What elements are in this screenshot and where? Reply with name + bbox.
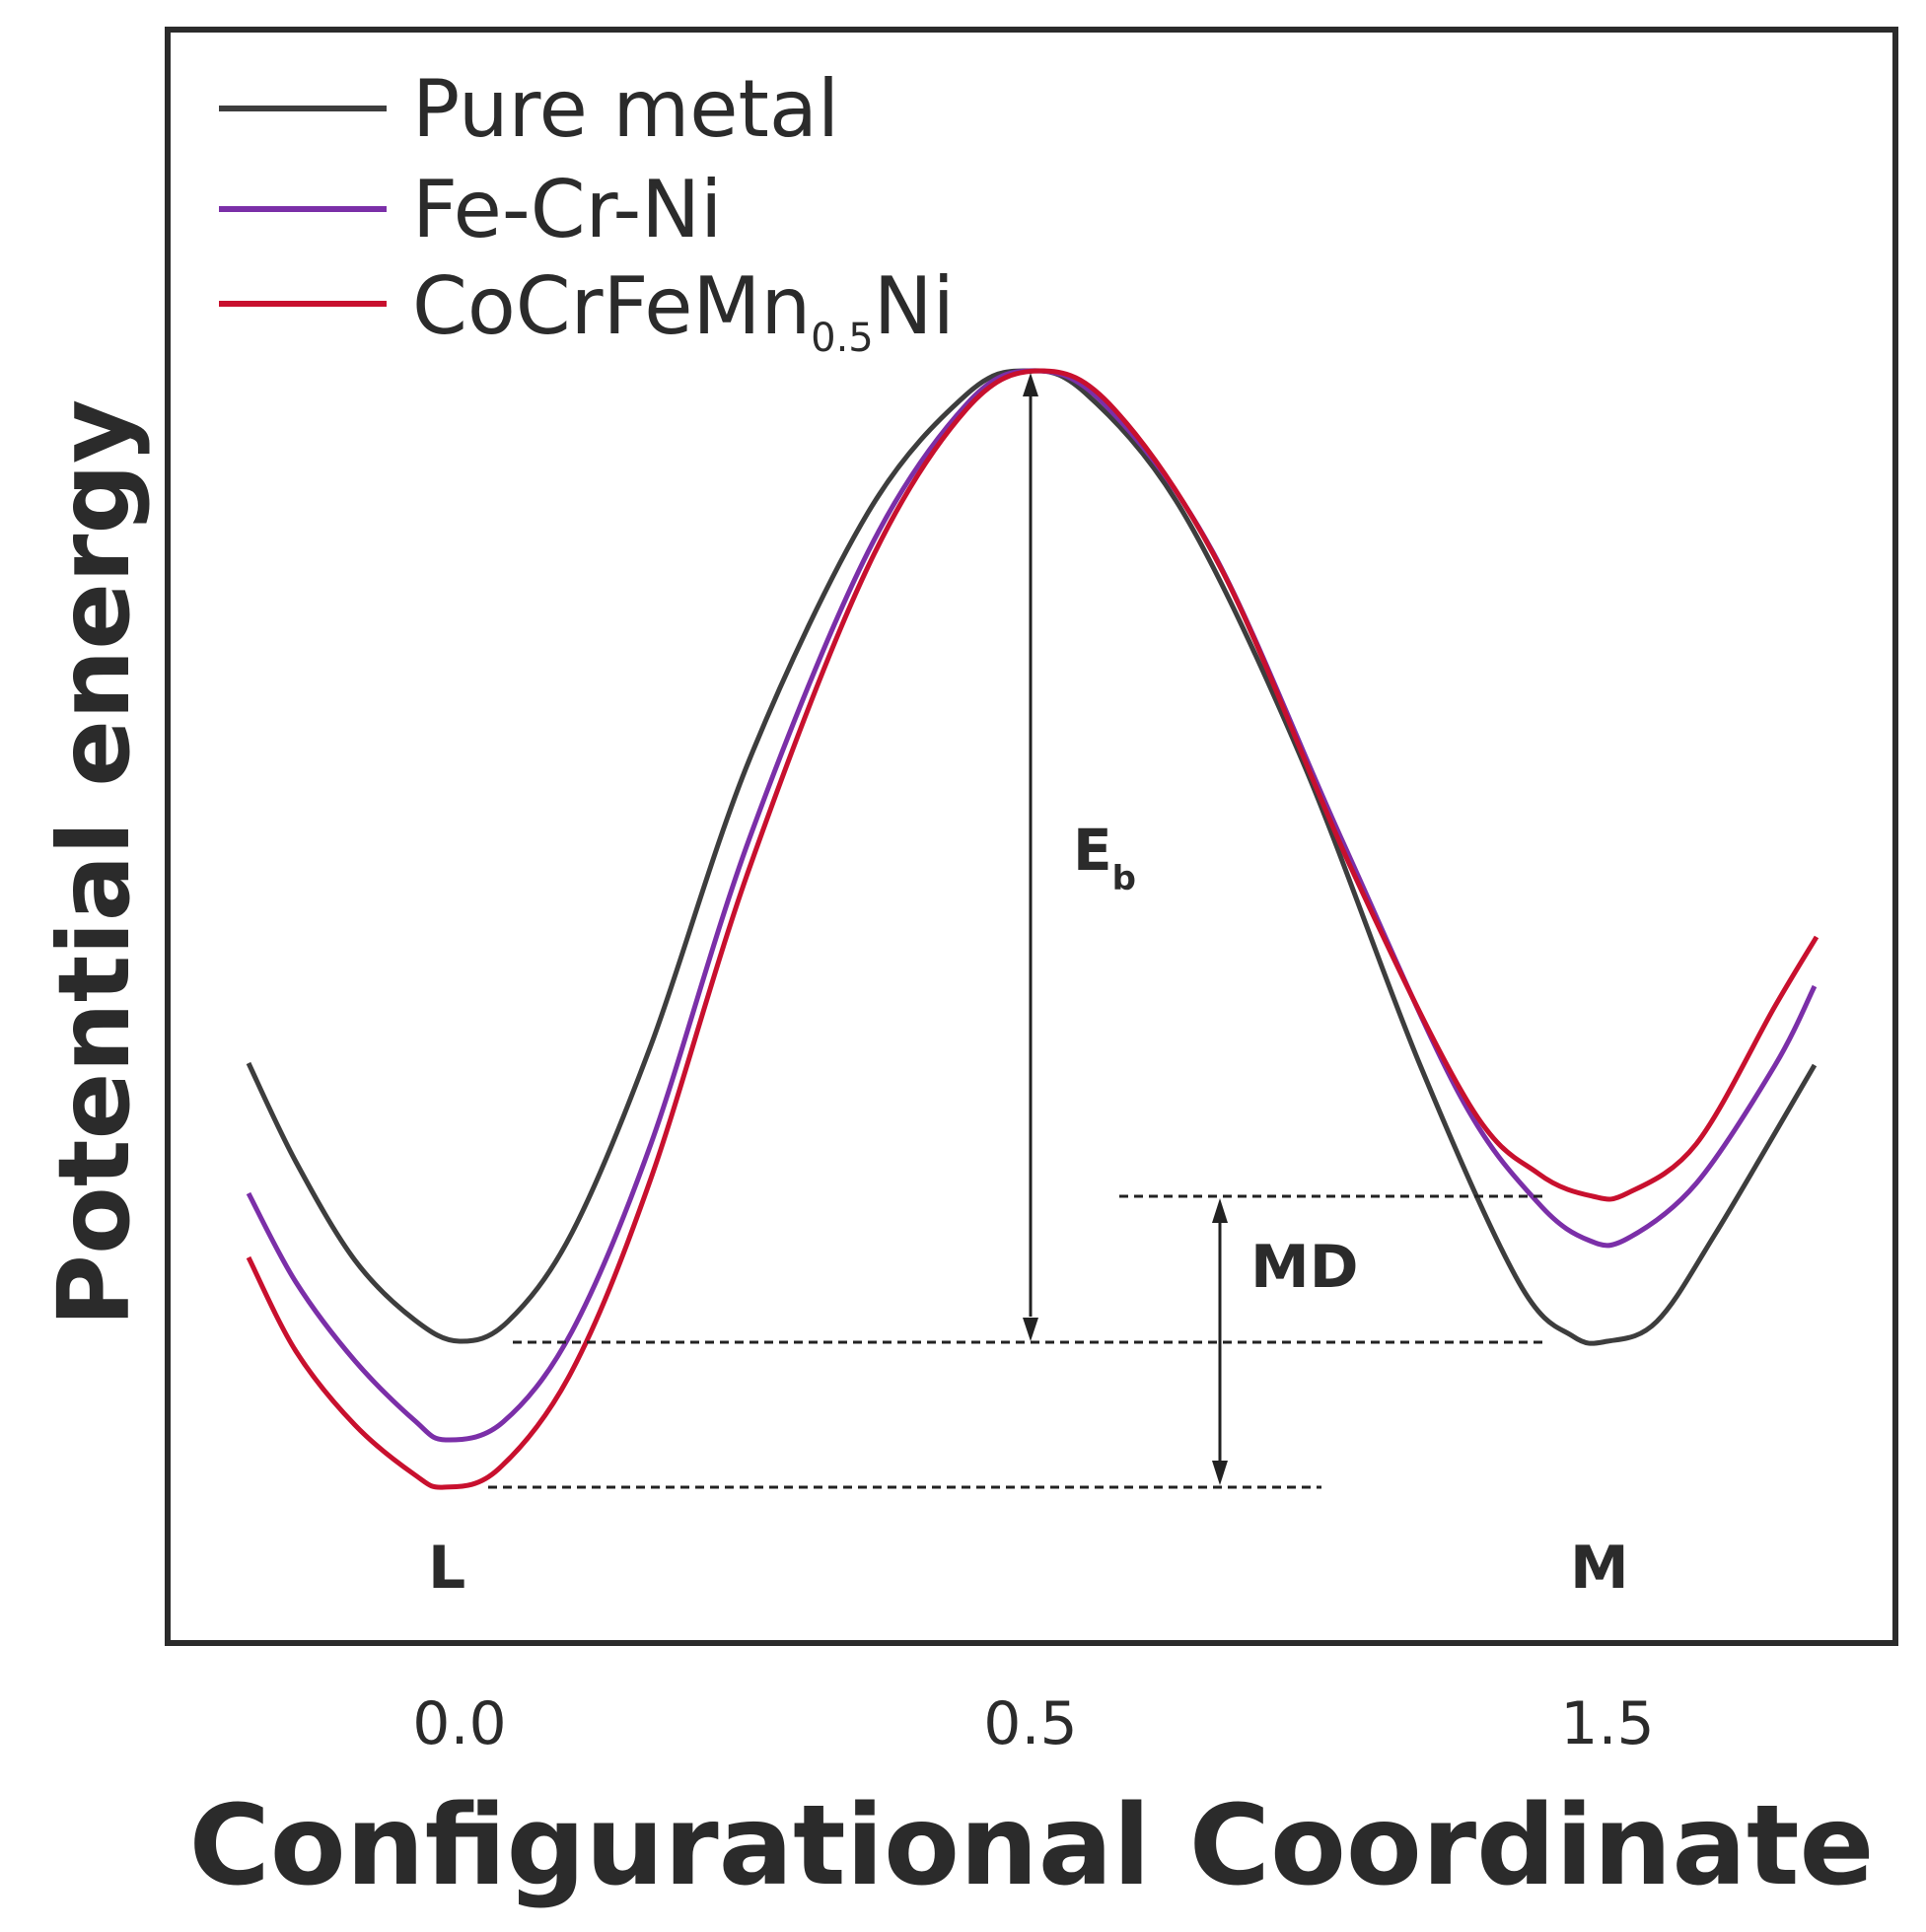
legend-label-fe-cr-ni: Fe-Cr-Ni [412, 164, 722, 255]
barrier-label: Eb [1073, 817, 1136, 898]
x-tick-label: 0.5 [983, 1689, 1077, 1758]
left-minimum-label: L [428, 1534, 465, 1603]
legend-label-cocrfemnni: CoCrFeMn0.5Ni [412, 260, 955, 361]
x-axis-title: Configurational Coordinate [189, 1782, 1875, 1910]
series-line-fe-cr-ni [246, 368, 1818, 1443]
right-minimum-label: M [1570, 1534, 1629, 1603]
legend-label-pure-metal: Pure metal [412, 63, 839, 155]
y-axis-title: Potential energy [36, 399, 152, 1326]
plot-frame [165, 27, 1898, 1646]
x-tick-label: 0.0 [412, 1689, 506, 1758]
md-arrow [1212, 1198, 1228, 1485]
legend: Pure metal Fe-Cr-Ni CoCrFeMn0.5Ni [219, 63, 955, 361]
md-label: MD [1250, 1233, 1359, 1302]
x-tick-label: 1.5 [1560, 1689, 1654, 1758]
barrier-arrow [1023, 373, 1038, 1341]
series-line-cocrfemnni [246, 368, 1819, 1490]
